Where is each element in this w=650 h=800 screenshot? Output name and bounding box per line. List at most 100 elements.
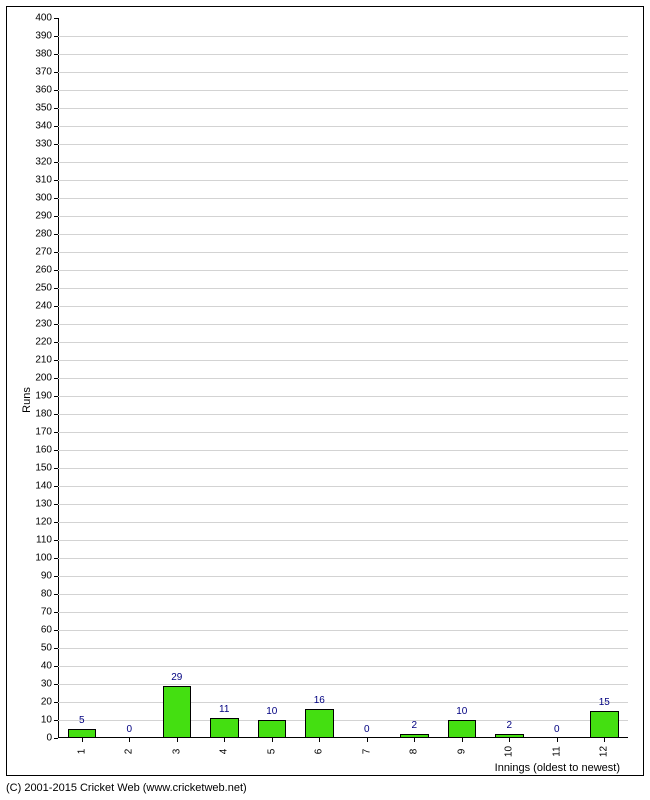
x-tick-label: 6 <box>314 749 325 755</box>
grid-line <box>58 684 628 685</box>
y-tick-mark <box>54 630 58 631</box>
grid-line <box>58 108 628 109</box>
bar-value-label: 16 <box>314 695 325 706</box>
y-tick-mark <box>54 468 58 469</box>
x-tick-mark <box>319 738 320 742</box>
y-tick-mark <box>54 702 58 703</box>
grid-line <box>58 468 628 469</box>
x-tick-mark <box>129 738 130 742</box>
grid-line <box>58 306 628 307</box>
y-tick-label: 320 <box>35 157 52 168</box>
y-tick-label: 0 <box>46 733 52 744</box>
grid-line <box>58 342 628 343</box>
y-tick-label: 60 <box>41 625 52 636</box>
x-tick-mark <box>272 738 273 742</box>
y-tick-mark <box>54 234 58 235</box>
y-tick-label: 20 <box>41 697 52 708</box>
y-tick-label: 110 <box>36 535 52 546</box>
y-tick-label: 130 <box>35 499 52 510</box>
y-tick-mark <box>54 216 58 217</box>
y-tick-mark <box>54 378 58 379</box>
y-axis-label: Runs <box>21 387 33 413</box>
bar <box>495 734 524 738</box>
x-tick-label: 8 <box>409 749 420 755</box>
y-tick-mark <box>54 612 58 613</box>
x-tick-mark <box>557 738 558 742</box>
bar <box>448 720 477 738</box>
grid-line <box>58 144 628 145</box>
grid-line <box>58 504 628 505</box>
y-tick-mark <box>54 54 58 55</box>
bar <box>68 729 97 738</box>
y-tick-label: 200 <box>35 373 52 384</box>
x-tick-label: 5 <box>266 749 277 755</box>
grid-line <box>58 198 628 199</box>
bar-value-label: 2 <box>411 720 417 731</box>
x-tick-label: 11 <box>551 746 562 756</box>
y-tick-label: 350 <box>35 103 52 114</box>
x-tick-mark <box>82 738 83 742</box>
y-tick-mark <box>54 342 58 343</box>
y-tick-label: 360 <box>35 85 52 96</box>
y-tick-label: 280 <box>35 229 52 240</box>
grid-line <box>58 540 628 541</box>
x-axis-label: Innings (oldest to newest) <box>495 762 620 774</box>
y-tick-mark <box>54 18 58 19</box>
grid-line <box>58 702 628 703</box>
y-tick-label: 290 <box>35 211 52 222</box>
y-tick-label: 230 <box>35 319 52 330</box>
y-tick-label: 10 <box>41 715 52 726</box>
y-tick-label: 330 <box>35 139 52 150</box>
y-tick-label: 240 <box>35 301 52 312</box>
y-tick-mark <box>54 198 58 199</box>
bar-value-label: 5 <box>79 715 85 726</box>
grid-line <box>58 324 628 325</box>
y-tick-label: 160 <box>35 445 52 456</box>
y-tick-mark <box>54 306 58 307</box>
grid-line <box>58 252 628 253</box>
grid-line <box>58 378 628 379</box>
grid-line <box>58 360 628 361</box>
y-tick-label: 400 <box>35 13 52 24</box>
grid-line <box>58 126 628 127</box>
grid-line <box>58 630 628 631</box>
y-tick-mark <box>54 738 58 739</box>
y-tick-mark <box>54 684 58 685</box>
y-tick-mark <box>54 270 58 271</box>
x-axis-line <box>58 737 628 738</box>
y-tick-label: 270 <box>35 247 52 258</box>
bar <box>258 720 287 738</box>
x-tick-mark <box>604 738 605 742</box>
x-tick-mark <box>414 738 415 742</box>
y-tick-label: 250 <box>35 283 52 294</box>
bar-value-label: 0 <box>126 724 132 735</box>
y-tick-mark <box>54 540 58 541</box>
y-tick-mark <box>54 360 58 361</box>
y-tick-mark <box>54 522 58 523</box>
y-tick-label: 390 <box>35 31 52 42</box>
y-tick-label: 40 <box>41 661 52 672</box>
y-tick-label: 340 <box>35 121 52 132</box>
y-tick-mark <box>54 126 58 127</box>
bar <box>163 686 192 738</box>
grid-line <box>58 54 628 55</box>
y-tick-mark <box>54 144 58 145</box>
y-tick-label: 380 <box>35 49 52 60</box>
y-tick-mark <box>54 288 58 289</box>
grid-line <box>58 270 628 271</box>
y-tick-mark <box>54 486 58 487</box>
x-tick-mark <box>224 738 225 742</box>
bar <box>305 709 334 738</box>
x-tick-label: 7 <box>361 749 372 755</box>
bar-value-label: 2 <box>506 720 512 731</box>
y-tick-label: 80 <box>41 589 52 600</box>
y-tick-label: 140 <box>35 481 52 492</box>
grid-line <box>58 594 628 595</box>
y-tick-mark <box>54 666 58 667</box>
grid-line <box>58 486 628 487</box>
grid-line <box>58 72 628 73</box>
bar <box>590 711 619 738</box>
x-tick-label: 9 <box>456 749 467 755</box>
x-tick-label: 10 <box>504 746 515 757</box>
grid-line <box>58 162 628 163</box>
